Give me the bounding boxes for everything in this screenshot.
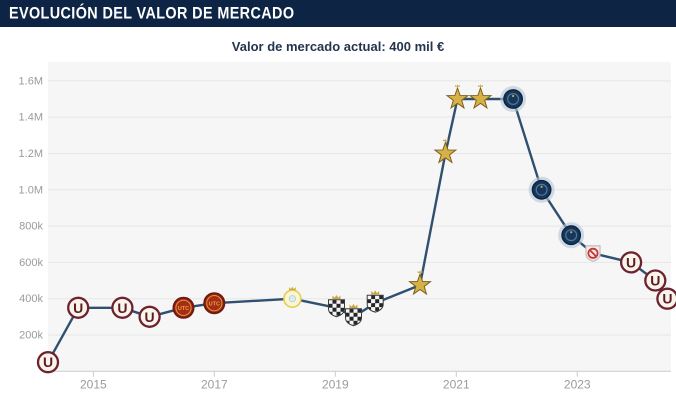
marker-universitario-icon[interactable]: U xyxy=(67,296,90,319)
marker-gold-star-icon[interactable] xyxy=(445,84,470,110)
marker-yellow-crest-icon[interactable] xyxy=(283,286,302,309)
marker-universitario-icon[interactable]: U xyxy=(656,287,676,310)
marker-navy-round-icon[interactable] xyxy=(528,176,555,203)
marker-universitario-icon[interactable]: U xyxy=(644,269,667,292)
marker-utc-icon[interactable]: UTC xyxy=(172,296,195,319)
y-axis-label: 1.0M xyxy=(19,184,43,196)
x-axis-label: 2019 xyxy=(322,377,349,391)
marker-navy-round-icon[interactable] xyxy=(558,222,585,249)
svg-text:U: U xyxy=(626,254,636,270)
marker-gold-star-icon[interactable] xyxy=(408,270,432,296)
svg-text:UTC: UTC xyxy=(209,301,220,307)
current-market-value-label: Valor de mercado actual: 400 mil € xyxy=(231,39,445,54)
marker-gold-star-icon[interactable] xyxy=(468,84,493,110)
y-axis-label: 600k xyxy=(19,257,43,269)
x-axis-label: 2015 xyxy=(80,377,107,391)
svg-text:U: U xyxy=(73,300,83,316)
x-axis: 2015 2017 2019 2021 2023 xyxy=(48,370,671,391)
svg-text:U: U xyxy=(145,309,155,325)
marker-checkered-crest-icon[interactable] xyxy=(366,290,384,315)
marker-gold-star-icon[interactable] xyxy=(433,138,458,164)
y-axis-label: 200k xyxy=(19,329,43,341)
widget-header: EVOLUCIÓN DEL VALOR DE MERCADO xyxy=(0,0,676,27)
y-axis-label: 400k xyxy=(19,293,43,305)
plot-area xyxy=(48,62,671,372)
svg-text:U: U xyxy=(43,354,53,370)
marker-no-club-icon[interactable] xyxy=(585,245,601,262)
marker-checkered-crest-icon[interactable] xyxy=(345,304,362,329)
marker-universitario-icon[interactable]: U xyxy=(619,251,643,274)
marker-utc-icon[interactable]: UTC xyxy=(203,292,226,315)
marker-universitario-icon[interactable]: U xyxy=(111,296,134,319)
page-title: EVOLUCIÓN DEL VALOR DE MERCADO xyxy=(9,4,295,23)
marker-universitario-icon[interactable]: U xyxy=(138,305,161,328)
x-axis-label: 2017 xyxy=(201,377,228,391)
y-axis-label: 1.2M xyxy=(19,148,43,160)
y-axis-label: 800k xyxy=(19,221,43,233)
y-axis: 200k 400k 600k 800k 1.0M 1.2M 1.4M 1.6M xyxy=(19,75,671,341)
svg-text:UTC: UTC xyxy=(178,306,189,312)
svg-text:U: U xyxy=(662,291,672,307)
x-axis-label: 2023 xyxy=(564,377,591,391)
y-axis-label: 1.4M xyxy=(19,112,43,124)
y-axis-label: 1.6M xyxy=(19,75,43,87)
svg-text:U: U xyxy=(117,300,127,316)
x-axis-label: 2021 xyxy=(443,377,470,391)
svg-text:U: U xyxy=(650,273,660,289)
marker-navy-round-icon[interactable] xyxy=(500,86,527,112)
marker-universitario-icon[interactable]: U xyxy=(36,351,60,374)
marker-checkered-crest-icon[interactable] xyxy=(328,295,345,320)
